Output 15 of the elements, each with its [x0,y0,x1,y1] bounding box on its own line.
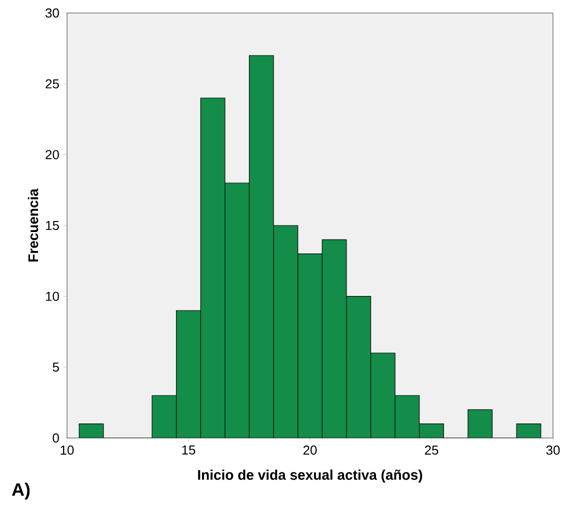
x-tick-label: 15 [182,446,196,455]
x-tick-label: 25 [424,446,438,455]
y-tick-label: 0 [52,433,59,443]
x-axis-title: Inicio de vida sexual activa (años) [198,470,422,483]
y-tick-label: 5 [52,362,59,372]
y-tick-label: 15 [46,220,59,230]
x-tick-label: 30 [546,446,560,455]
y-tick-label: 30 [46,8,59,18]
y-tick-label: 20 [46,150,59,160]
x-tick-label: 10 [60,446,74,455]
x-tick-label: 20 [303,446,317,455]
text: A) [12,482,30,500]
y-axis-title: Frecuencia [28,188,38,262]
y-tick-label: 25 [46,79,59,88]
y-tick-label: 10 [46,292,59,301]
